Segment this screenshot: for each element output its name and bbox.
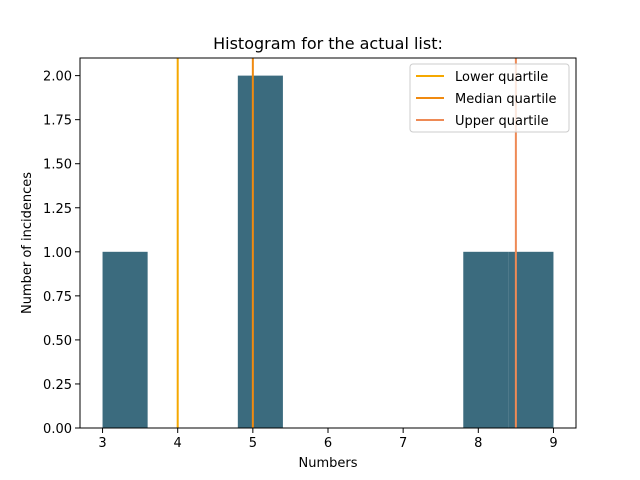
- legend-label-0: Lower quartile: [455, 70, 548, 85]
- y-tick-label: 0.25: [43, 378, 72, 393]
- x-axis-label: Numbers: [299, 456, 358, 471]
- x-tick-label: 7: [399, 436, 407, 451]
- y-axis-label: Number of incidences: [20, 172, 35, 314]
- x-axis: 3 4 5 6 7 8 9: [98, 428, 558, 451]
- histogram-bar-8: [463, 251, 509, 428]
- y-tick-label: 0.75: [43, 290, 72, 305]
- y-tick-label: 2.00: [43, 70, 72, 85]
- legend-label-1: Median quartile: [455, 92, 557, 107]
- y-tick-label: 0.00: [43, 422, 72, 437]
- x-tick-label: 8: [474, 436, 482, 451]
- legend: Lower quartile Median quartile Upper quart…: [409, 63, 570, 133]
- y-tick-label: 1.50: [43, 158, 72, 173]
- y-tick-label: 1.00: [43, 246, 72, 261]
- histogram-bar-3: [237, 75, 283, 428]
- x-tick-label: 9: [549, 436, 557, 451]
- x-tick-label: 5: [249, 436, 257, 451]
- x-tick-label: 3: [98, 436, 106, 451]
- x-tick-label: 6: [324, 436, 332, 451]
- chart-title: Histogram for the actual list:: [213, 34, 443, 53]
- y-tick-label: 1.25: [43, 202, 72, 217]
- legend-label-2: Upper quartile: [455, 114, 549, 129]
- histogram-bar-0: [102, 251, 148, 428]
- y-tick-label: 1.75: [43, 114, 72, 129]
- x-tick-label: 4: [174, 436, 182, 451]
- legend-box: [409, 63, 570, 133]
- y-axis: 0.00 0.25 0.50 0.75 1.00 1.25 1.50 1.75 2.00: [43, 70, 80, 437]
- y-tick-label: 0.50: [43, 334, 72, 349]
